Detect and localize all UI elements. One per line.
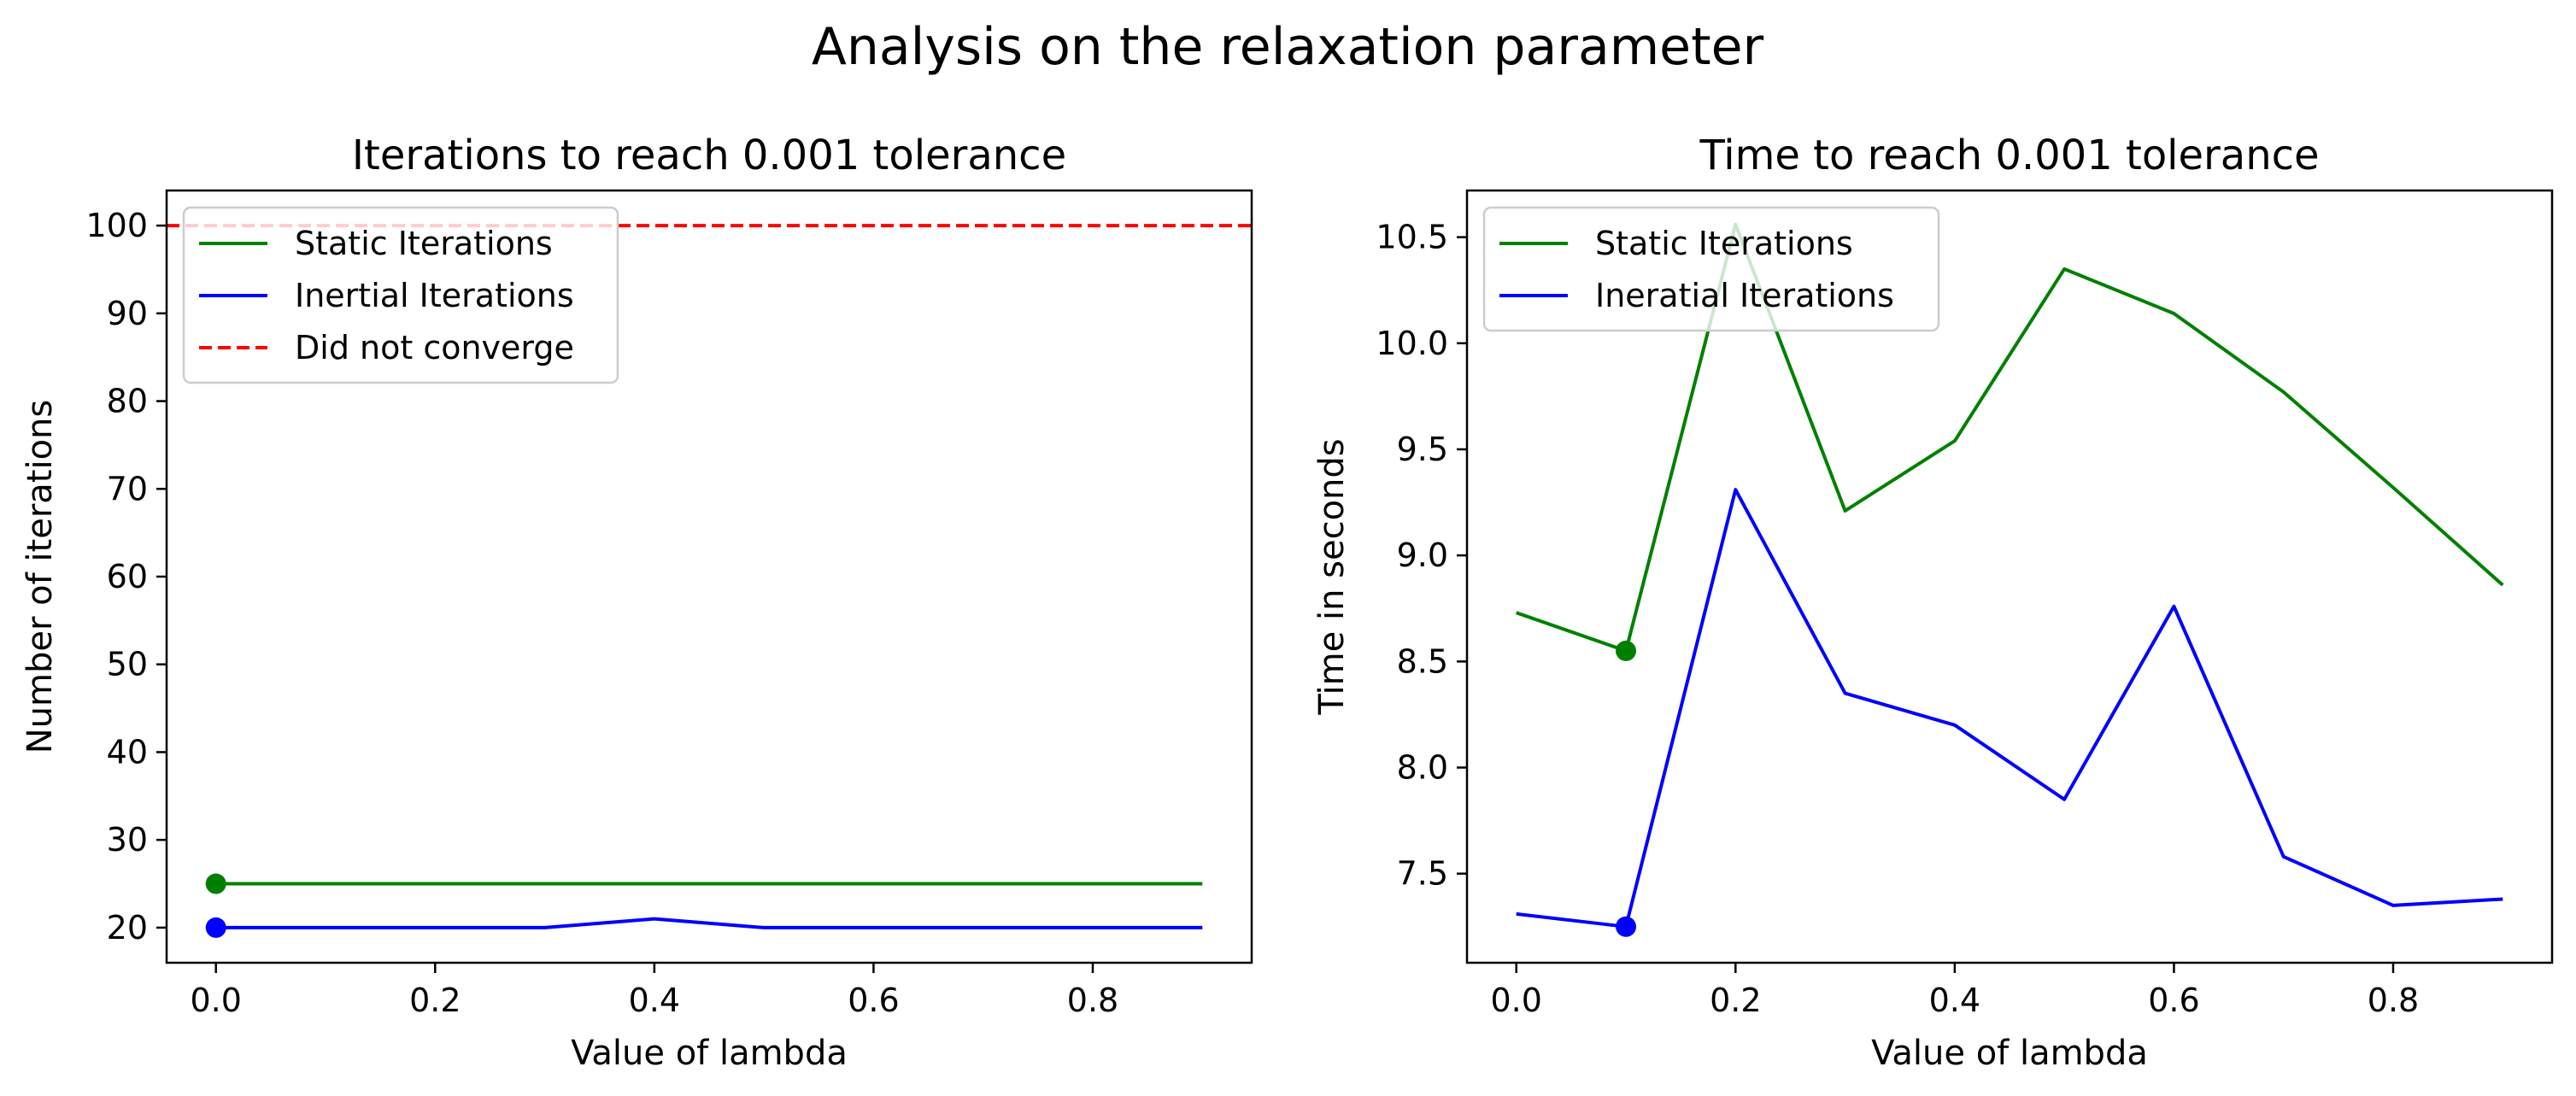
legend-box — [1482, 206, 1940, 332]
y-tick-label: 9.0 — [1397, 536, 1448, 574]
chart-title: Iterations to reach 0.001 tolerance — [352, 132, 1066, 179]
y-tick-label: 8.0 — [1397, 749, 1448, 787]
figure-suptitle: Analysis on the relaxation parameter — [812, 17, 1764, 77]
static-iterations-marker — [1616, 640, 1637, 661]
y-tick-label: 80 — [107, 383, 148, 420]
chart-title: Time to reach 0.001 tolerance — [1699, 132, 2319, 179]
y-tick-label: 30 — [107, 821, 148, 859]
x-tick-label: 0.6 — [2148, 982, 2199, 1019]
y-tick-label: 70 — [107, 470, 148, 507]
y-tick-label: 7.5 — [1397, 855, 1448, 893]
y-tick-label: 50 — [107, 646, 148, 683]
x-tick-label: 0.0 — [191, 982, 242, 1019]
x-axis-label: Value of lambda — [1871, 1034, 2148, 1073]
axes-frame — [165, 189, 1253, 964]
y-tick-label: 60 — [107, 558, 148, 595]
x-tick-label: 0.8 — [1067, 982, 1118, 1019]
y-tick-label: 90 — [107, 295, 148, 332]
static-iterations-marker — [205, 873, 226, 894]
plot-area — [1516, 222, 2504, 929]
legend-label-inertial-iterations: Ineratial Iterations — [1595, 277, 1894, 314]
inertial-iterations-line — [1516, 488, 2503, 929]
legend-box — [182, 206, 619, 384]
inertial-iterations-marker — [205, 917, 226, 938]
y-tick-label: 20 — [107, 909, 148, 947]
x-tick-label: 0.4 — [1929, 982, 1980, 1019]
static-iterations-line — [1516, 222, 2504, 653]
y-axis-label: Number of iterations — [21, 400, 60, 754]
x-tick-label: 0.2 — [1710, 982, 1761, 1019]
inertial-iterations-marker — [1616, 916, 1637, 937]
x-tick-label: 0.0 — [1491, 982, 1542, 1019]
y-tick-label: 40 — [107, 733, 148, 771]
legend-label-inertial-iterations: Inertial Iterations — [295, 277, 574, 314]
y-tick-label: 9.5 — [1397, 431, 1448, 468]
y-tick-label: 100 — [85, 207, 148, 244]
legend-label-static-iterations: Static Iterations — [295, 225, 553, 262]
inertial-iterations-line — [215, 917, 1203, 929]
y-tick-label: 10.5 — [1376, 219, 1448, 256]
x-axis-label: Value of lambda — [571, 1034, 848, 1073]
chart-panel-1: Iterations to reach 0.001 tolerance Value… — [21, 132, 1253, 1073]
y-tick-label: 10.0 — [1376, 325, 1448, 362]
x-tick-label: 0.6 — [848, 982, 899, 1019]
y-tick-label: 8.5 — [1397, 642, 1448, 680]
x-tick-label: 0.8 — [2368, 982, 2419, 1019]
chart-panel-2: Time to reach 0.001 tolerance Value of la… — [1312, 132, 2554, 1073]
x-tick-label: 0.4 — [629, 982, 680, 1019]
legend-label-static-iterations: Static Iterations — [1595, 225, 1853, 262]
axes-frame — [1465, 189, 2554, 964]
x-tick-label: 0.2 — [409, 982, 461, 1019]
legend-label-did-not-converge: Did not converge — [295, 329, 574, 366]
y-axis-label: Time in seconds — [1312, 438, 1352, 715]
